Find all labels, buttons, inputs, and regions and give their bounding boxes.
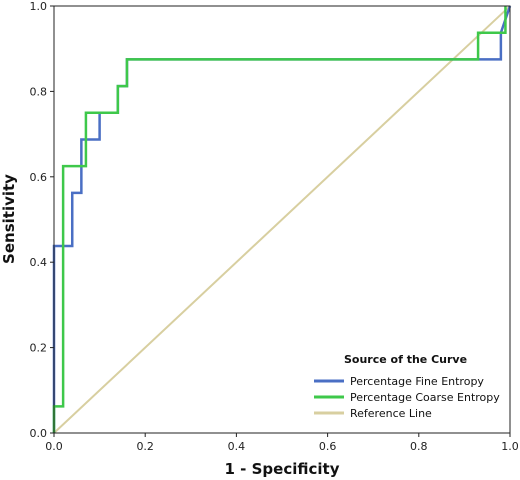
- series-line-reference-line: [53, 5, 511, 434]
- x-axis-title: 1 - Specificity: [225, 460, 340, 478]
- x-tick-label: 0.4: [228, 440, 246, 453]
- series-line-percentage-coarse-entropy: [52, 6, 507, 433]
- legend-title: Source of the Curve: [344, 353, 467, 366]
- y-tick-label: 0.8: [30, 85, 48, 98]
- x-tick-label: 0.2: [136, 440, 154, 453]
- y-tick-label: 0.4: [30, 256, 48, 269]
- legend: Source of the Curve Percentage Fine Entr…: [314, 353, 500, 420]
- y-tick-label: 1.0: [30, 0, 48, 13]
- legend-label: Percentage Coarse Entropy: [350, 391, 500, 404]
- plot-frame: [53, 5, 511, 434]
- y-tick-label: 0.6: [30, 171, 48, 184]
- y-tick-label: 0.0: [30, 427, 48, 440]
- x-tick-label: 0.0: [45, 440, 63, 453]
- x-tick-label: 0.6: [319, 440, 337, 453]
- x-tick-label: 0.8: [410, 440, 428, 453]
- legend-label: Percentage Fine Entropy: [350, 375, 484, 388]
- x-tick-label: 1.0: [501, 440, 519, 453]
- y-tick-label: 0.2: [30, 342, 48, 355]
- y-axis-title: Sensitivity: [0, 174, 18, 264]
- legend-label: Reference Line: [350, 407, 432, 420]
